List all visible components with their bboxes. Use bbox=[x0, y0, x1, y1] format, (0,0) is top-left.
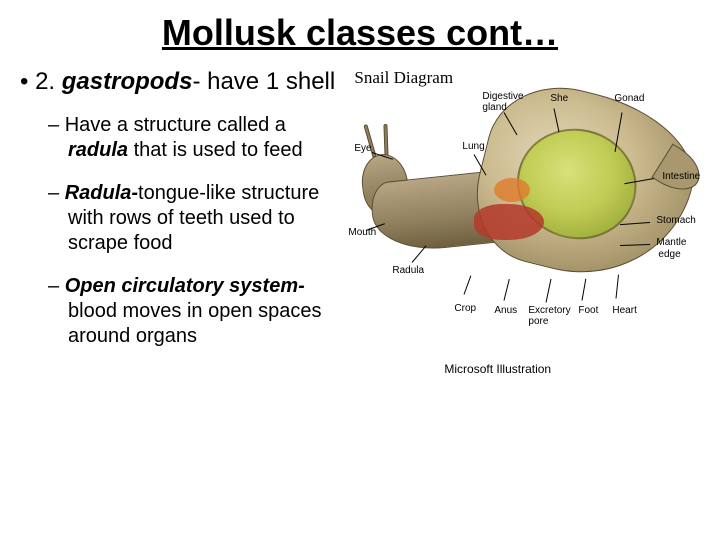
label-radula: Radula bbox=[392, 266, 424, 277]
sub-item: – Radula-tongue-like structure with rows… bbox=[68, 181, 346, 256]
label-eye: Eye bbox=[354, 144, 371, 155]
sub-bullet-list: – Have a structure called a radula that … bbox=[20, 113, 346, 349]
label-lung: Lung bbox=[462, 142, 484, 153]
label-anus: Anus bbox=[494, 306, 517, 317]
label-heart: Heart bbox=[612, 306, 636, 317]
leader-line bbox=[616, 275, 620, 299]
slide: Mollusk classes cont… • 2. gastropods- h… bbox=[0, 0, 720, 540]
diagram-column: Snail Diagram bbox=[354, 68, 700, 428]
gut-shape bbox=[474, 204, 544, 240]
label-edge: edge bbox=[658, 250, 680, 261]
leader-line bbox=[464, 276, 472, 295]
snail-diagram: Eye Digestive gland She Gonad Lung Intes… bbox=[354, 94, 700, 354]
leader-line bbox=[582, 279, 587, 301]
tentacle-icon bbox=[384, 124, 389, 158]
open-circ-term: Open circulatory system- bbox=[65, 275, 305, 297]
label-intestine: Intestine bbox=[662, 172, 700, 183]
sub-text-post: that is used to feed bbox=[128, 139, 303, 161]
diagram-caption: Microsoft Illustration bbox=[444, 362, 700, 376]
leader-line bbox=[504, 279, 510, 301]
label-mantle: Mantle bbox=[656, 238, 686, 249]
dash: – bbox=[48, 114, 65, 136]
sub-text-post: blood moves in open spaces around organs bbox=[68, 300, 322, 347]
dash: – bbox=[48, 182, 65, 204]
leader-line bbox=[546, 279, 552, 303]
radula-term: radula bbox=[68, 139, 128, 161]
diagram-title: Snail Diagram bbox=[354, 68, 700, 88]
label-she: She bbox=[550, 94, 568, 105]
dash: – bbox=[48, 275, 65, 297]
label-foot: Foot bbox=[578, 306, 598, 317]
text-column: • 2. gastropods- have 1 shell – Have a s… bbox=[20, 68, 346, 367]
label-mouth: Mouth bbox=[348, 228, 376, 239]
label-gonad: Gonad bbox=[614, 94, 644, 105]
radula-def-term: Radula- bbox=[65, 182, 138, 204]
bullet-prefix: • 2. bbox=[20, 68, 62, 95]
sub-text-pre: Have a structure called a bbox=[65, 114, 286, 136]
label-excretory-pore: Excretory pore bbox=[528, 306, 570, 327]
sub-item: – Open circulatory system- blood moves i… bbox=[68, 274, 346, 349]
bullet-rest: - have 1 shell bbox=[192, 68, 335, 95]
sub-item: – Have a structure called a radula that … bbox=[68, 113, 346, 163]
label-digestive-gland: Digestive gland bbox=[482, 92, 523, 113]
label-crop: Crop bbox=[454, 304, 476, 315]
gastropods-term: gastropods bbox=[62, 68, 193, 95]
label-stomach: Stomach bbox=[656, 216, 695, 227]
content-row: • 2. gastropods- have 1 shell – Have a s… bbox=[20, 68, 700, 428]
main-bullet: • 2. gastropods- have 1 shell bbox=[20, 68, 346, 97]
page-title: Mollusk classes cont… bbox=[20, 12, 700, 54]
